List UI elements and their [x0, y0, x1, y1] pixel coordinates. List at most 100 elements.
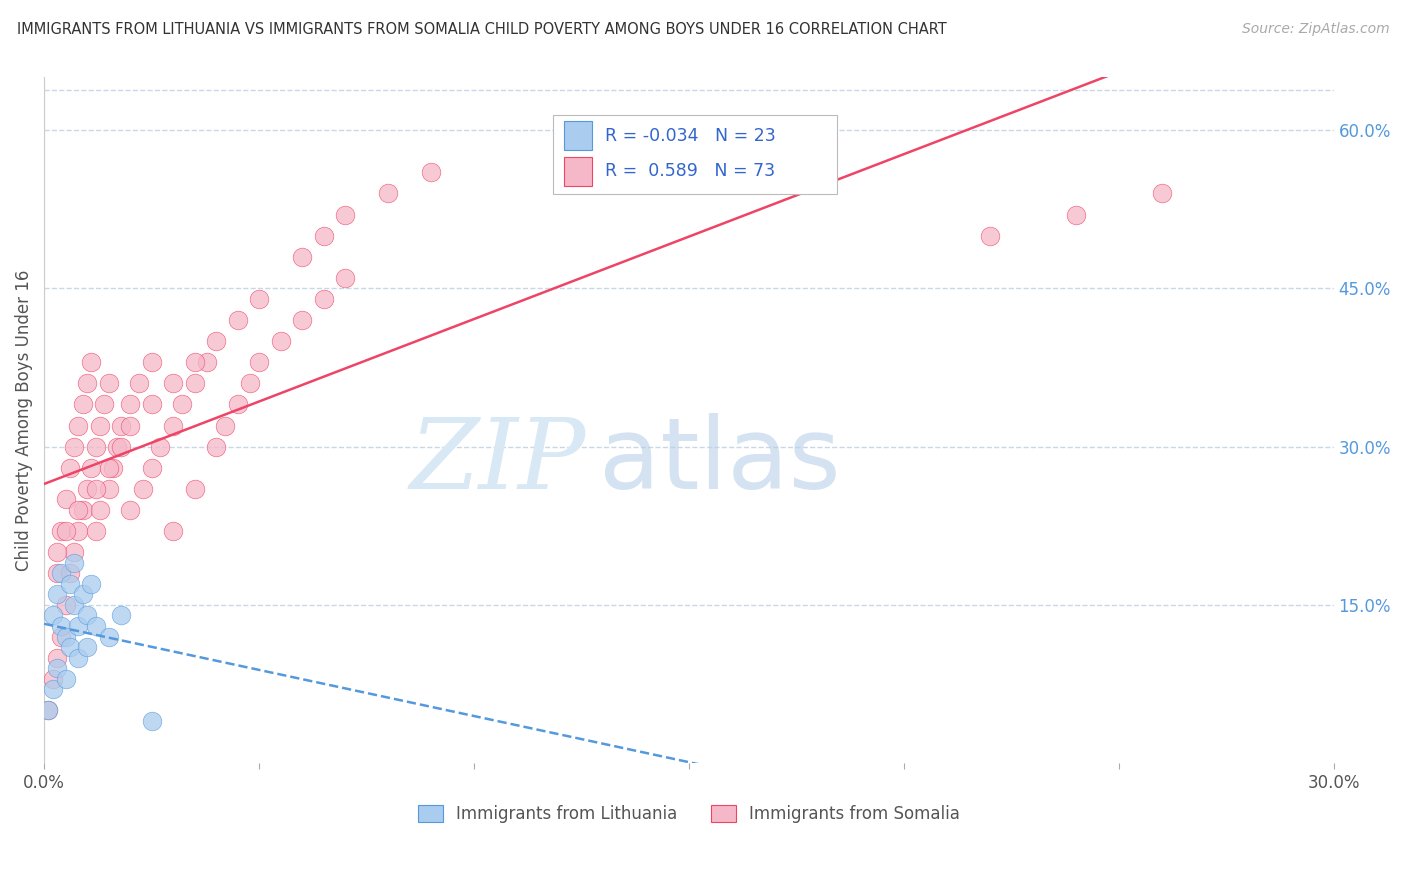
Point — [110, 418, 132, 433]
Point — [89, 418, 111, 433]
Point — [1150, 186, 1173, 201]
Point — [51, 524, 73, 538]
Point — [197, 355, 219, 369]
Point — [205, 440, 228, 454]
Point — [41, 682, 63, 697]
Point — [76, 640, 98, 654]
Point — [55, 524, 77, 538]
Point — [420, 165, 443, 179]
Point — [97, 482, 120, 496]
Point — [141, 714, 163, 728]
Text: atlas: atlas — [599, 413, 841, 510]
Point — [41, 608, 63, 623]
Point — [120, 418, 142, 433]
Point — [162, 524, 184, 538]
Point — [101, 460, 124, 475]
Point — [63, 556, 86, 570]
Point — [162, 376, 184, 391]
Point — [226, 397, 249, 411]
Point — [72, 397, 94, 411]
Point — [97, 376, 120, 391]
Point — [63, 545, 86, 559]
Point — [312, 292, 335, 306]
Point — [59, 640, 82, 654]
Point — [67, 650, 90, 665]
Point — [84, 440, 107, 454]
Point — [80, 355, 103, 369]
Point — [247, 355, 270, 369]
Point — [120, 397, 142, 411]
Point — [270, 334, 292, 348]
Point — [59, 566, 82, 581]
Point — [93, 397, 115, 411]
Point — [377, 186, 399, 201]
Point — [76, 608, 98, 623]
Point — [80, 460, 103, 475]
Point — [46, 587, 69, 601]
Point — [84, 619, 107, 633]
Point — [46, 650, 69, 665]
Text: Source: ZipAtlas.com: Source: ZipAtlas.com — [1241, 22, 1389, 37]
Point — [333, 271, 356, 285]
Point — [37, 703, 59, 717]
Point — [55, 672, 77, 686]
Point — [141, 397, 163, 411]
Point — [291, 250, 314, 264]
Point — [63, 440, 86, 454]
Point — [214, 418, 236, 433]
Point — [63, 598, 86, 612]
Text: ZIP: ZIP — [409, 414, 586, 509]
Point — [183, 355, 205, 369]
Point — [51, 619, 73, 633]
Point — [333, 208, 356, 222]
Point — [979, 228, 1001, 243]
Bar — [564, 121, 592, 150]
Point — [51, 566, 73, 581]
Point — [170, 397, 193, 411]
Point — [226, 313, 249, 327]
Point — [55, 492, 77, 507]
Point — [37, 703, 59, 717]
Point — [46, 566, 69, 581]
Point — [80, 576, 103, 591]
Point — [149, 440, 172, 454]
Point — [110, 608, 132, 623]
Point — [84, 482, 107, 496]
Point — [84, 524, 107, 538]
Y-axis label: Child Poverty Among Boys Under 16: Child Poverty Among Boys Under 16 — [15, 269, 32, 571]
Point — [67, 503, 90, 517]
Point — [128, 376, 150, 391]
Point — [183, 376, 205, 391]
Point — [141, 460, 163, 475]
Point — [76, 482, 98, 496]
Bar — [564, 157, 592, 186]
Point — [120, 503, 142, 517]
Point — [55, 630, 77, 644]
Point — [291, 313, 314, 327]
Point — [59, 576, 82, 591]
Legend: Immigrants from Lithuania, Immigrants from Somalia: Immigrants from Lithuania, Immigrants fr… — [418, 805, 960, 823]
FancyBboxPatch shape — [554, 115, 837, 194]
Point — [132, 482, 155, 496]
Point — [67, 418, 90, 433]
Point — [183, 482, 205, 496]
Point — [41, 672, 63, 686]
Point — [247, 292, 270, 306]
Point — [55, 598, 77, 612]
Text: R =  0.589   N = 73: R = 0.589 N = 73 — [605, 162, 775, 180]
Point — [51, 630, 73, 644]
Text: R = -0.034   N = 23: R = -0.034 N = 23 — [605, 127, 776, 145]
Point — [97, 630, 120, 644]
Point — [141, 355, 163, 369]
Point — [59, 460, 82, 475]
Point — [46, 545, 69, 559]
Point — [312, 228, 335, 243]
Point — [105, 440, 128, 454]
Point — [46, 661, 69, 675]
Point — [162, 418, 184, 433]
Point — [76, 376, 98, 391]
Point — [205, 334, 228, 348]
Point — [97, 460, 120, 475]
Point — [1064, 208, 1087, 222]
Point — [110, 440, 132, 454]
